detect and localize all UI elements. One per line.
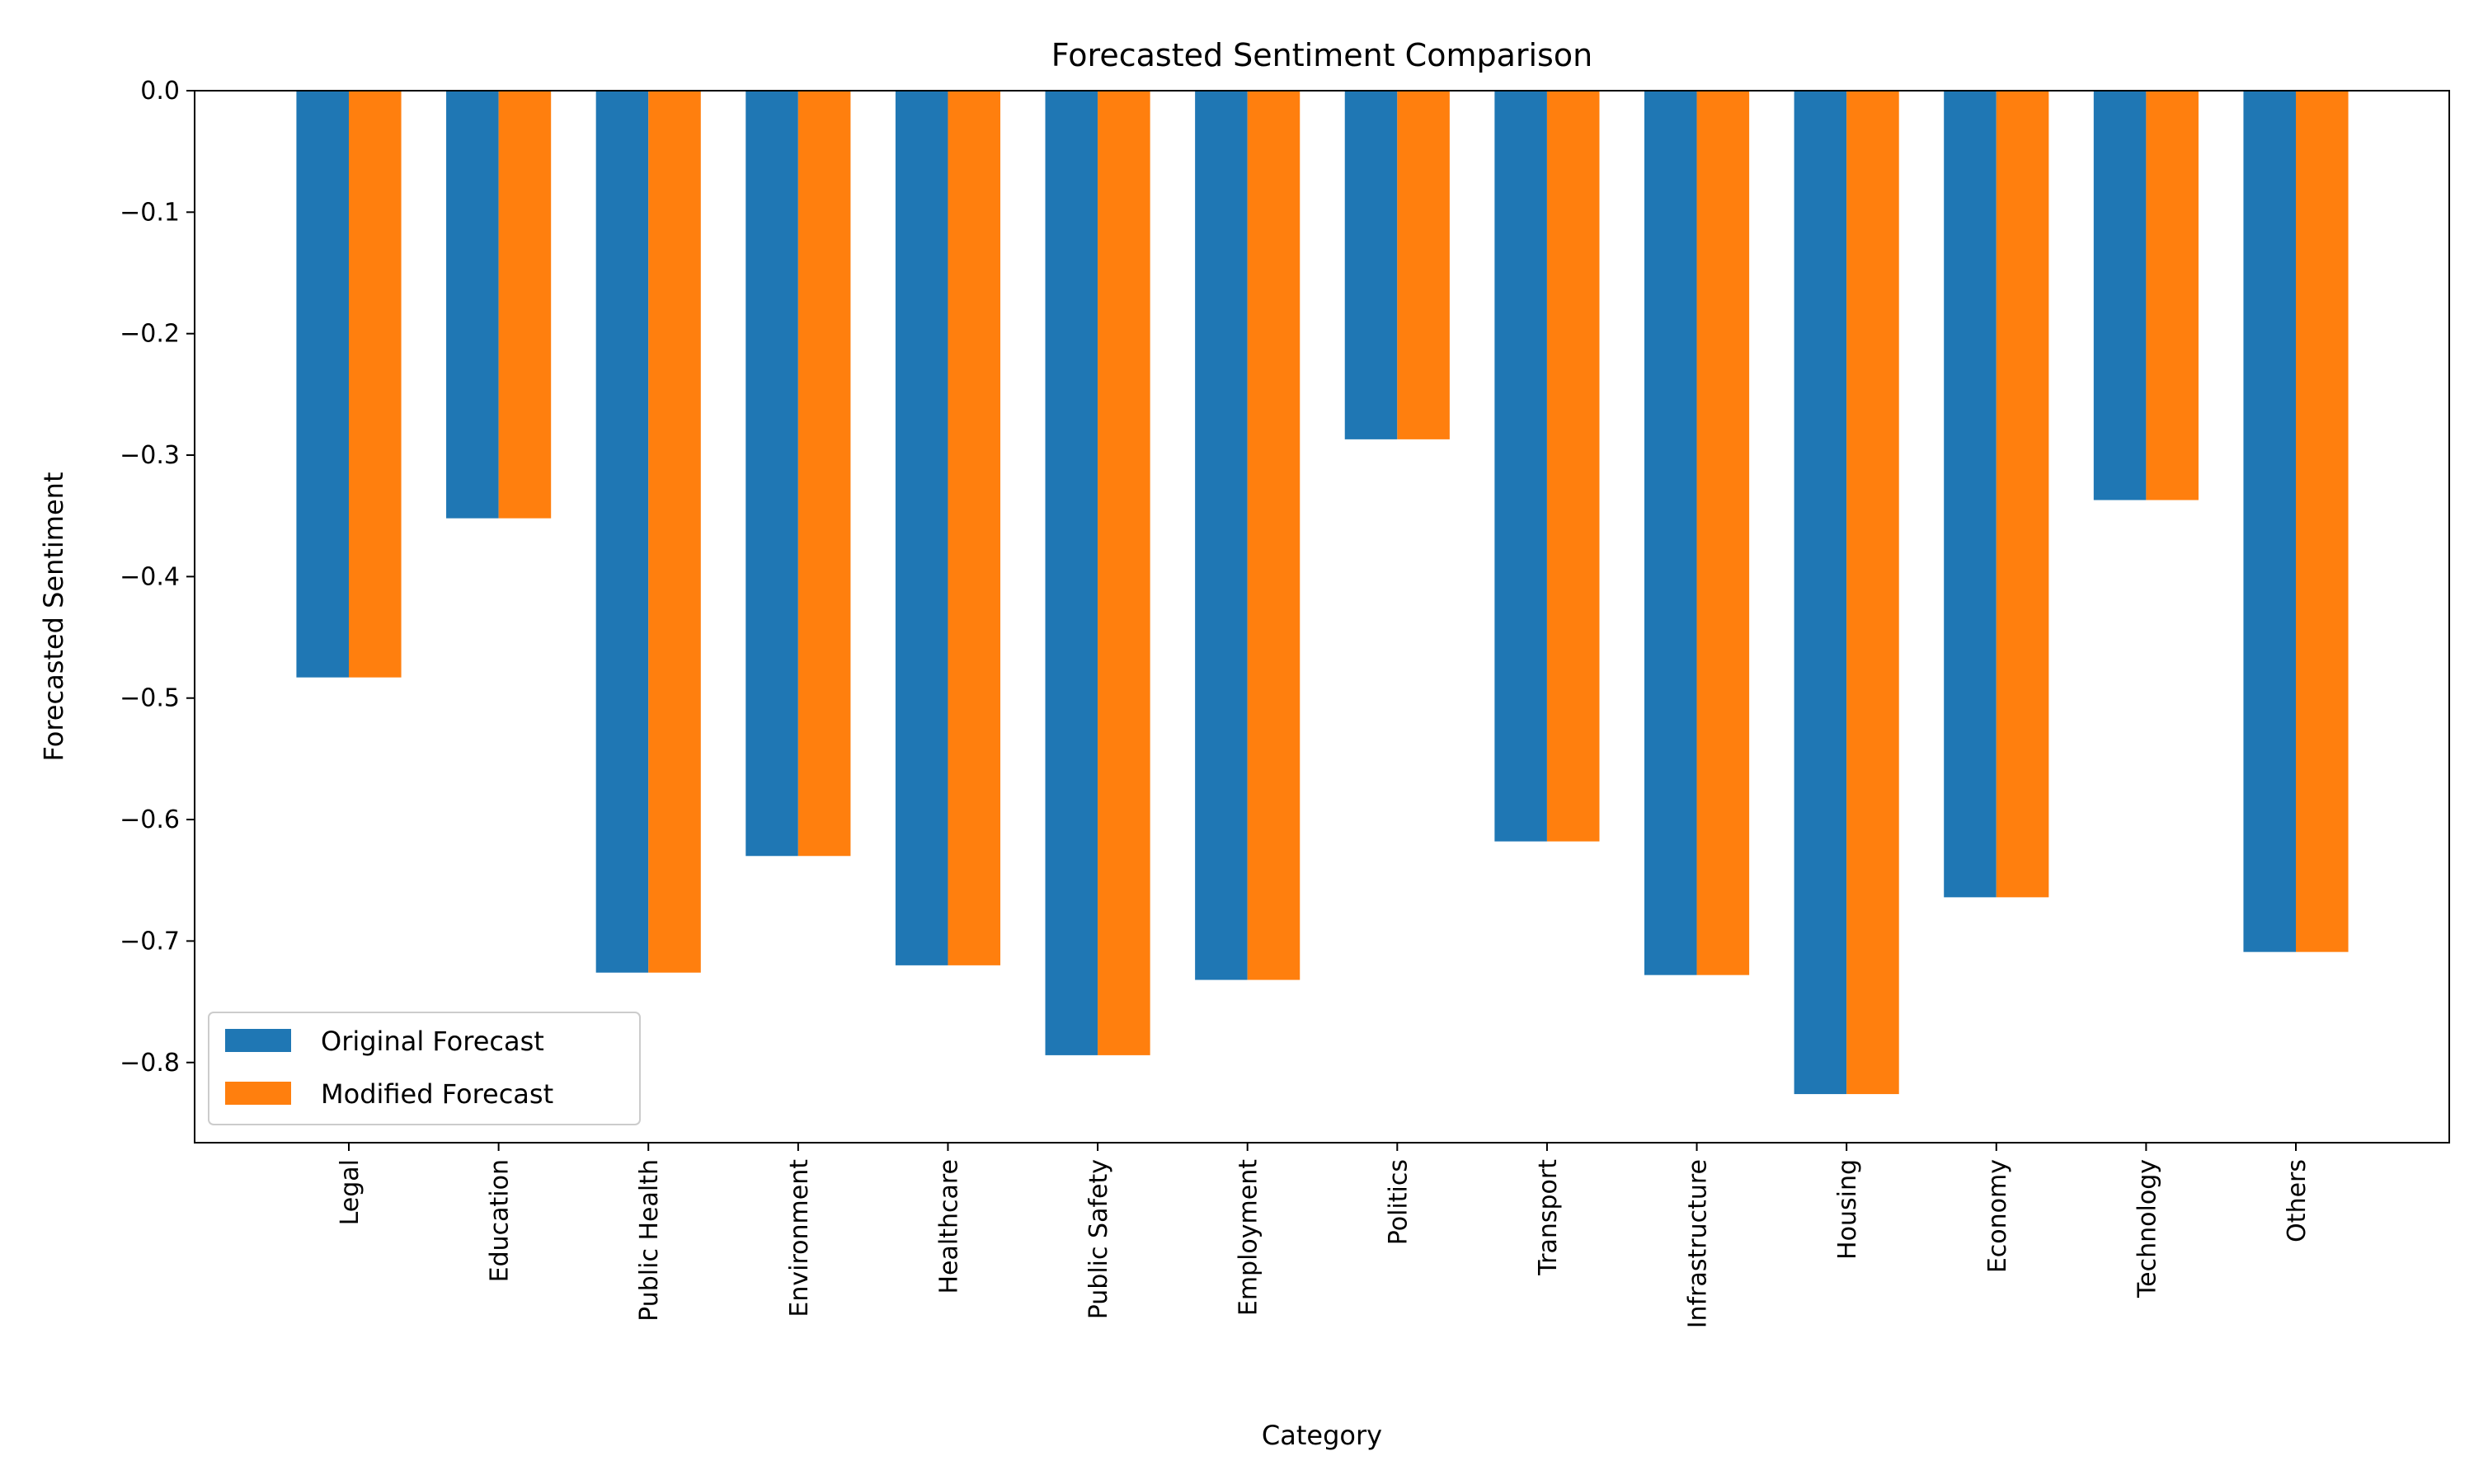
bar-modified-public-safety [1098,91,1150,1055]
x-tick-label: Infrastructure [1684,1159,1713,1328]
bar-original-infrastructure [1644,91,1697,975]
x-tick-label: Education [486,1159,515,1282]
bar-original-housing [1794,91,1847,1095]
x-tick-label: Economy [1983,1159,2012,1273]
legend-swatch-original [225,1029,291,1052]
bar-modified-education [498,91,552,519]
bar-modified-infrastructure [1696,91,1750,975]
legend-box [208,1012,641,1125]
chart-title: Forecasted Sentiment Comparison [1051,37,1592,73]
bar-modified-healthcare [948,91,1001,965]
bar-modified-others [2296,91,2349,952]
bar-original-healthcare [895,91,948,965]
y-axis: 0.0 −0.1 −0.2 −0.3 −0.4 −0.5 −0.6 −0.7 −0.8 [120,77,195,1078]
y-tick-label: −0.8 [120,1049,180,1078]
bar-modified-public-health [648,91,701,973]
bar-original-education [446,91,499,519]
bar-modified-environment [797,91,851,857]
bar-original-public-safety [1045,91,1098,1055]
y-tick-label: −0.5 [120,684,180,713]
x-tick-label: Healthcare [934,1159,963,1294]
y-axis-label: Forecasted Sentiment [38,472,69,762]
x-axis-label: Category [1262,1420,1382,1451]
bar-original-transport [1494,91,1547,842]
bar-modified-economy [1996,91,2049,898]
x-tick-label: Environment [785,1159,814,1317]
x-tick-label: Politics [1384,1159,1413,1245]
x-tick-label: Transport [1534,1159,1563,1276]
y-tick-label: 0.0 [140,77,180,106]
x-axis: Legal Education Public Health Environment He… [336,1143,2312,1328]
y-tick-label: −0.1 [120,198,180,227]
y-tick-label: −0.2 [120,320,180,349]
x-tick-label: Others [2283,1159,2312,1242]
legend: Original Forecast Modified Forecast [208,1012,641,1125]
bar-original-economy [1944,91,1997,898]
x-tick-label: Legal [336,1159,365,1225]
x-tick-label: Employment [1235,1159,1263,1316]
legend-swatch-modified [225,1082,291,1105]
x-tick-label: Technology [2133,1159,2161,1298]
bar-modified-employment [1247,91,1300,980]
y-tick-label: −0.7 [120,927,180,956]
bar-original-environment [745,91,798,857]
bar-original-employment [1195,91,1248,980]
bar-modified-technology [2146,91,2199,500]
x-tick-label: Public Health [635,1159,664,1322]
y-tick-label: −0.3 [120,441,180,470]
bar-original-legal [296,91,349,678]
plot-area [296,91,2349,1095]
y-tick-label: −0.4 [120,562,180,591]
bar-original-others [2243,91,2296,952]
bar-original-politics [1344,91,1398,439]
bar-modified-housing [1846,91,1899,1095]
x-tick-label: Public Safety [1084,1159,1113,1319]
bar-modified-politics [1397,91,1450,439]
bar-modified-legal [349,91,402,678]
axes-frame [194,90,2450,1144]
bar-original-public-health [595,91,649,973]
y-tick-label: −0.6 [120,805,180,834]
legend-label-original: Original Forecast [321,1026,544,1057]
bar-modified-transport [1546,91,1600,842]
legend-label-modified: Modified Forecast [321,1078,553,1110]
bar-original-technology [2093,91,2147,500]
x-tick-label: Housing [1833,1159,1862,1260]
